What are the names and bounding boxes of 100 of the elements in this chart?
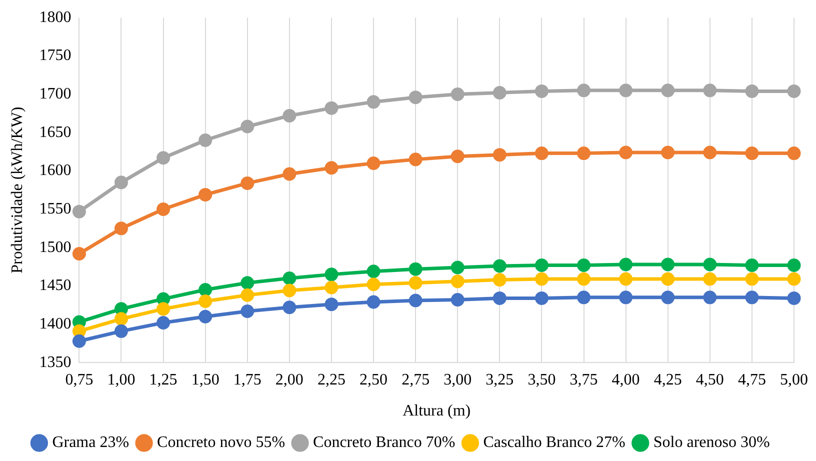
point xyxy=(745,272,759,286)
legend-label: Cascalho Branco 27% xyxy=(483,434,626,452)
point xyxy=(114,302,128,316)
point xyxy=(492,291,506,305)
x-tick-label: 1,00 xyxy=(107,371,136,388)
point xyxy=(745,258,759,272)
point xyxy=(72,246,86,260)
point xyxy=(577,258,591,272)
point xyxy=(661,146,675,160)
point xyxy=(450,150,464,164)
y-tick-label: 1700 xyxy=(39,85,72,102)
point xyxy=(787,272,801,286)
point xyxy=(324,280,338,294)
y-axis-title: Produtividade (kWh/KW) xyxy=(8,106,26,274)
point xyxy=(240,304,254,318)
point xyxy=(156,151,170,165)
x-tick-label: 2,25 xyxy=(317,371,346,388)
point xyxy=(282,300,296,314)
y-tick-label: 1550 xyxy=(39,200,72,218)
point xyxy=(703,146,717,160)
point xyxy=(282,272,296,286)
point xyxy=(745,290,759,304)
x-tick-label: 2,75 xyxy=(402,371,430,388)
y-tick-label: 1800 xyxy=(39,8,72,26)
legend-label: Grama 23% xyxy=(52,434,130,452)
point xyxy=(156,202,170,216)
point xyxy=(324,101,338,115)
point xyxy=(619,84,633,98)
point xyxy=(619,258,633,272)
point xyxy=(282,108,296,122)
point xyxy=(661,258,675,272)
point xyxy=(240,288,254,302)
point xyxy=(492,259,506,273)
y-tick-label: 1500 xyxy=(39,238,72,256)
point xyxy=(114,312,128,326)
y-tick-label: 1750 xyxy=(39,47,72,64)
point xyxy=(408,262,422,276)
point xyxy=(366,156,380,170)
point xyxy=(282,284,296,298)
point xyxy=(450,274,464,288)
point xyxy=(534,146,548,160)
point xyxy=(324,161,338,175)
point xyxy=(240,120,254,134)
point xyxy=(492,273,506,287)
point xyxy=(534,291,548,305)
point xyxy=(492,86,506,100)
point xyxy=(198,310,212,324)
point xyxy=(703,290,717,304)
legend-label: Concreto novo 55% xyxy=(157,434,286,452)
point xyxy=(240,276,254,290)
x-tick-label: 3,25 xyxy=(486,371,514,388)
point xyxy=(745,146,759,160)
point xyxy=(198,188,212,202)
point xyxy=(324,268,338,282)
point xyxy=(450,260,464,274)
point xyxy=(282,167,296,181)
point xyxy=(366,295,380,309)
point xyxy=(72,204,86,218)
point xyxy=(324,298,338,312)
point xyxy=(745,84,759,98)
x-tick-label: 5,00 xyxy=(780,371,808,388)
point xyxy=(787,258,801,272)
point xyxy=(450,88,464,102)
legend-label: Concreto Branco 70% xyxy=(313,434,456,452)
y-tick-label: 1400 xyxy=(39,315,72,332)
point xyxy=(156,316,170,330)
x-tick-label: 2,50 xyxy=(360,371,388,388)
x-tick-label: 1,75 xyxy=(233,371,262,388)
point xyxy=(787,84,801,98)
x-tick-label: 3,00 xyxy=(444,371,472,388)
y-tick-label: 1600 xyxy=(39,162,72,180)
x-tick-label: 4,25 xyxy=(654,371,682,388)
point xyxy=(577,290,591,304)
point xyxy=(408,294,422,308)
point xyxy=(577,84,591,98)
point xyxy=(619,272,633,286)
point xyxy=(366,95,380,109)
point xyxy=(661,84,675,98)
point xyxy=(366,278,380,292)
point xyxy=(703,272,717,286)
point xyxy=(114,222,128,236)
point xyxy=(366,264,380,278)
x-tick-label: 0,75 xyxy=(65,371,94,388)
x-tick-label: 4,75 xyxy=(738,371,766,388)
point xyxy=(787,146,801,160)
point xyxy=(198,134,212,148)
point xyxy=(577,146,591,160)
point xyxy=(72,324,86,338)
x-tick-label: 1,50 xyxy=(191,371,220,388)
point xyxy=(114,176,128,190)
point xyxy=(72,334,86,348)
point xyxy=(577,272,591,286)
x-tick-label: 4,00 xyxy=(612,371,640,388)
point xyxy=(787,291,801,305)
point xyxy=(619,290,633,304)
x-tick-label: 3,50 xyxy=(528,371,556,388)
x-tick-label: 2,00 xyxy=(275,371,304,388)
x-tick-label: 3,75 xyxy=(570,371,598,388)
point xyxy=(198,294,212,308)
point xyxy=(408,90,422,104)
